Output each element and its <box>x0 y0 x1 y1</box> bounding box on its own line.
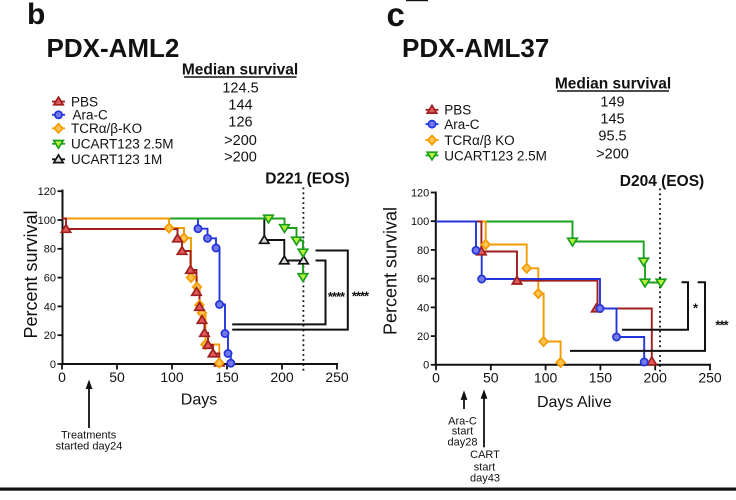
svg-text:PBS: PBS <box>71 94 98 109</box>
svg-text:250: 250 <box>325 369 349 385</box>
svg-text:144: 144 <box>228 98 252 114</box>
svg-text:0: 0 <box>58 369 66 385</box>
svg-text:50: 50 <box>483 369 499 385</box>
svg-text:Ara-C: Ara-C <box>73 108 109 123</box>
svg-text:120: 120 <box>38 186 56 198</box>
svg-text:started day24: started day24 <box>56 441 123 453</box>
svg-text:Ara-C: Ara-C <box>448 416 477 428</box>
svg-text:100: 100 <box>411 216 429 228</box>
svg-text:Median survival: Median survival <box>182 62 298 79</box>
svg-text:Days Alive: Days Alive <box>537 394 612 411</box>
svg-text:start: start <box>452 425 473 437</box>
svg-text:b: b <box>27 0 45 31</box>
svg-text:****: **** <box>352 289 370 304</box>
svg-text:150: 150 <box>215 369 239 385</box>
svg-text:80: 80 <box>44 244 56 256</box>
svg-text:>200: >200 <box>224 150 257 166</box>
svg-text:Median survival: Median survival <box>555 76 671 93</box>
svg-text:CART: CART <box>470 449 500 461</box>
svg-text:UCART123 1M: UCART123 1M <box>71 152 162 167</box>
svg-text:PDX-AML37: PDX-AML37 <box>402 33 549 63</box>
svg-text:40: 40 <box>44 301 56 313</box>
svg-text:PDX-AML2: PDX-AML2 <box>47 33 180 63</box>
svg-text:>200: >200 <box>224 133 257 149</box>
svg-text:D221 (EOS): D221 (EOS) <box>265 171 349 188</box>
svg-text:200: 200 <box>270 369 294 385</box>
svg-text:PBS: PBS <box>444 103 471 118</box>
svg-text:120: 120 <box>411 187 429 199</box>
svg-text:100: 100 <box>534 369 558 385</box>
svg-text:***: *** <box>715 318 729 333</box>
svg-text:UCART123 2.5M: UCART123 2.5M <box>444 148 547 163</box>
svg-text:95.5: 95.5 <box>598 129 626 145</box>
svg-text:100: 100 <box>38 215 56 227</box>
svg-text:80: 80 <box>417 245 429 257</box>
svg-text:UCART123 2.5M: UCART123 2.5M <box>71 137 174 152</box>
svg-text:day43: day43 <box>470 472 500 484</box>
svg-text:0: 0 <box>50 359 56 371</box>
svg-text:Ara-C: Ara-C <box>444 117 480 132</box>
svg-text:Treatments: Treatments <box>61 430 117 442</box>
svg-text:start: start <box>474 461 495 473</box>
svg-text:149: 149 <box>600 95 624 111</box>
svg-text:20: 20 <box>44 330 56 342</box>
svg-text:60: 60 <box>417 274 429 286</box>
svg-text:TCRα/β KO: TCRα/β KO <box>444 133 514 148</box>
svg-text:200: 200 <box>644 369 668 385</box>
svg-text:Percent survival: Percent survival <box>381 207 401 335</box>
svg-text:20: 20 <box>417 331 429 343</box>
svg-text:Percent survival: Percent survival <box>21 210 41 338</box>
svg-text:TCRα/β-KO: TCRα/β-KO <box>71 121 142 136</box>
svg-text:50: 50 <box>109 369 125 385</box>
svg-text:*: * <box>693 301 699 316</box>
svg-text:250: 250 <box>698 369 722 385</box>
svg-text:0: 0 <box>432 369 440 385</box>
svg-text:c: c <box>387 0 405 33</box>
svg-text:day28: day28 <box>448 436 478 448</box>
svg-text:40: 40 <box>417 302 429 314</box>
svg-text:150: 150 <box>589 369 613 385</box>
svg-text:Days: Days <box>181 392 217 409</box>
svg-text:D204 (EOS): D204 (EOS) <box>620 173 704 190</box>
svg-text:124.5: 124.5 <box>222 81 258 97</box>
svg-text:>200: >200 <box>596 147 629 163</box>
svg-text:145: 145 <box>600 112 624 128</box>
svg-text:126: 126 <box>228 115 252 131</box>
svg-text:****: **** <box>328 289 346 304</box>
svg-text:0: 0 <box>423 360 429 372</box>
svg-text:60: 60 <box>44 273 56 285</box>
svg-text:100: 100 <box>160 369 184 385</box>
